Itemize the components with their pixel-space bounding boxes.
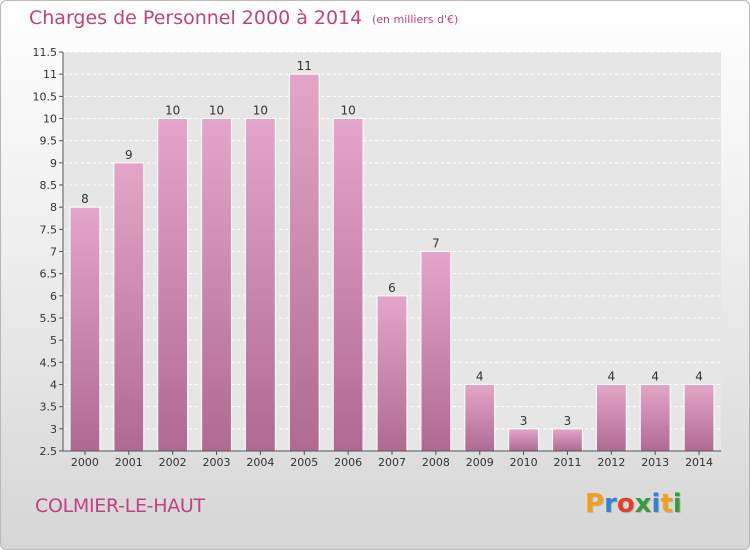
y-tick-label: 6 — [50, 290, 57, 303]
x-tick-label: 2008 — [422, 456, 450, 469]
data-label: 10 — [209, 104, 224, 118]
y-tick-label: 3.5 — [40, 401, 58, 414]
bar — [332, 118, 364, 452]
logo-letter: i — [672, 489, 682, 519]
bar — [420, 251, 452, 452]
y-tick-label: 7.5 — [40, 223, 58, 236]
x-tick-label: 2002 — [159, 456, 187, 469]
x-tick-label: 2000 — [71, 456, 99, 469]
y-tick-label: 9.5 — [40, 135, 58, 148]
y-tick-label: 10 — [43, 113, 57, 126]
y-tick-label: 11 — [43, 68, 57, 81]
data-label: 4 — [651, 370, 659, 384]
y-tick-label: 4.5 — [40, 356, 58, 369]
y-tick-label: 9 — [50, 157, 57, 170]
x-tick-label: 2010 — [510, 456, 538, 469]
proxiti-logo: Proxiti — [585, 489, 682, 519]
y-tick-label: 4 — [50, 379, 57, 392]
logo-letter: x — [634, 489, 652, 519]
x-tick-label: 2006 — [334, 456, 362, 469]
x-tick-label: 2001 — [115, 456, 143, 469]
x-tick-label: 2005 — [290, 456, 318, 469]
commune-name: COLMIER-LE-HAUT — [35, 495, 205, 517]
x-tick-label: 2007 — [378, 456, 406, 469]
data-label: 9 — [125, 148, 133, 162]
bar — [683, 384, 715, 452]
bar — [595, 384, 627, 452]
bar — [113, 162, 145, 452]
logo-letter: i — [651, 489, 661, 519]
chart-subtitle: (en milliers d'€) — [372, 13, 459, 26]
x-tick-label: 2009 — [466, 456, 494, 469]
x-tick-label: 2011 — [553, 456, 581, 469]
x-tick-label: 2004 — [246, 456, 274, 469]
bar — [69, 206, 101, 452]
bar — [552, 428, 583, 452]
data-label: 11 — [297, 59, 312, 73]
logo-letter: P — [585, 489, 605, 519]
bar — [508, 428, 540, 452]
bar — [244, 118, 276, 452]
y-tick-label: 8 — [50, 201, 57, 214]
data-label: 4 — [476, 370, 484, 384]
bar — [464, 384, 496, 452]
logo-letter: r — [604, 489, 617, 519]
x-tick-label: 2012 — [597, 456, 625, 469]
y-tick-label: 5.5 — [40, 312, 58, 325]
data-label: 10 — [165, 104, 180, 118]
data-label: 4 — [608, 370, 616, 384]
data-label: 6 — [388, 281, 396, 295]
data-label: 3 — [564, 414, 572, 428]
x-tick-label: 2003 — [203, 456, 231, 469]
bar — [288, 73, 320, 452]
y-tick-label: 5 — [50, 334, 57, 347]
x-tick-label: 2014 — [685, 456, 713, 469]
data-label: 10 — [340, 104, 355, 118]
y-tick-label: 3 — [50, 423, 57, 436]
y-tick-label: 6.5 — [40, 268, 58, 281]
data-label: 4 — [695, 370, 703, 384]
bar — [201, 118, 232, 452]
y-tick-label: 10.5 — [33, 90, 58, 103]
data-label: 10 — [253, 104, 268, 118]
bar — [639, 384, 671, 452]
x-tick-label: 2013 — [641, 456, 669, 469]
bar — [376, 295, 408, 452]
bar — [157, 118, 189, 452]
data-label: 7 — [432, 237, 440, 251]
y-tick-label: 7 — [50, 246, 57, 259]
chart-title: Charges de Personnel 2000 à 2014 — [29, 7, 363, 29]
data-label: 3 — [520, 414, 528, 428]
logo-letter: t — [660, 489, 673, 519]
logo-letter: o — [616, 489, 635, 519]
y-tick-label: 8.5 — [40, 179, 58, 192]
y-tick-label: 2.5 — [40, 445, 58, 458]
data-label: 8 — [81, 192, 89, 206]
y-tick-label: 11.5 — [33, 46, 58, 59]
